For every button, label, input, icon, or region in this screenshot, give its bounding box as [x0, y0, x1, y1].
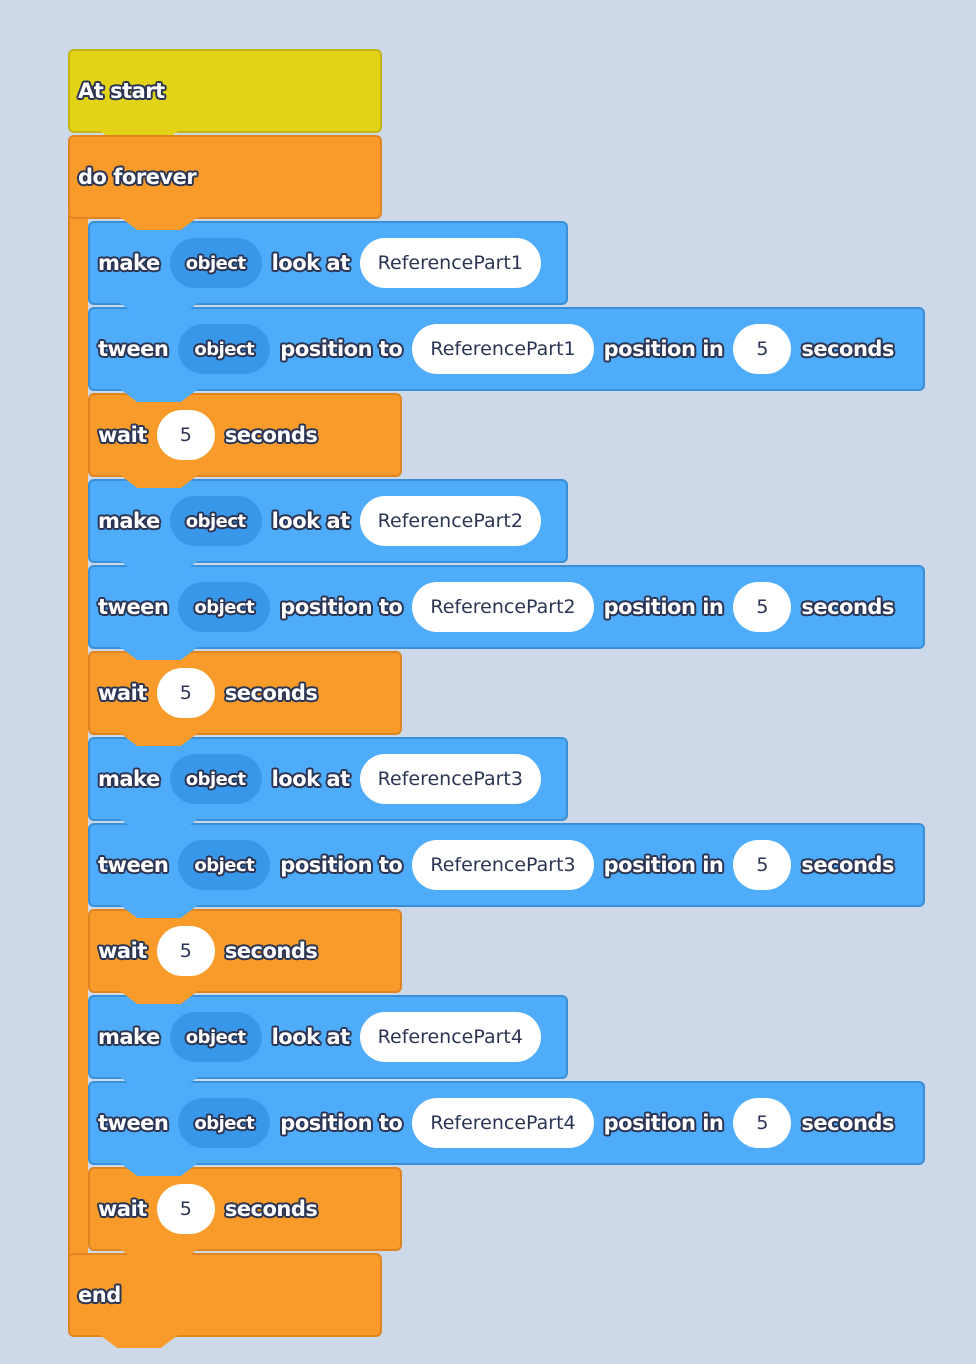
tween-block[interactable]: tween object position to ReferencePart2 posi…	[88, 565, 925, 660]
value-input[interactable]: ReferencePart1	[412, 324, 594, 374]
block-notch	[100, 1335, 178, 1348]
block-label: wait	[98, 681, 147, 705]
block-label: position to	[280, 595, 403, 619]
value-input[interactable]: 5	[156, 668, 215, 718]
value-input[interactable]: 5	[733, 1098, 792, 1148]
at-start-block[interactable]: At start	[68, 49, 382, 144]
make-block[interactable]: make object look at ReferencePart1	[88, 221, 568, 316]
block-notch	[120, 217, 198, 230]
block-notch	[120, 389, 198, 402]
tween-block[interactable]: tween object position to ReferencePart1 posi…	[88, 307, 925, 402]
block-label: seconds	[801, 853, 894, 877]
make-block[interactable]: make object look at ReferencePart3	[88, 737, 568, 832]
value-input[interactable]: ReferencePart4	[412, 1098, 594, 1148]
tween-block[interactable]: tween object position to ReferencePart4 posi…	[88, 1081, 925, 1176]
block-notch	[120, 819, 198, 832]
block-notch	[120, 733, 198, 746]
value-input[interactable]: ReferencePart2	[412, 582, 594, 632]
wait-block[interactable]: wait 5 seconds	[88, 1167, 402, 1262]
wait-block[interactable]: wait 5 seconds	[88, 909, 402, 1004]
block-label: make	[98, 767, 160, 791]
block-label: wait	[98, 423, 147, 447]
block-label: seconds	[224, 939, 318, 963]
at-start-label: At start	[78, 79, 165, 103]
variable-pill[interactable]: object	[178, 1098, 271, 1148]
value-input[interactable]: 5	[733, 840, 792, 890]
block-notch	[120, 1163, 198, 1176]
variable-pill[interactable]: object	[169, 754, 262, 804]
make-block[interactable]: make object look at ReferencePart2	[88, 479, 568, 574]
block-label: wait	[98, 939, 147, 963]
block-label: look at	[271, 1025, 351, 1049]
variable-pill[interactable]: object	[169, 1012, 262, 1062]
block-label: seconds	[224, 681, 318, 705]
end-label: end	[78, 1283, 121, 1307]
block-label: tween	[98, 853, 169, 877]
block-label: make	[98, 251, 160, 275]
block-label: tween	[98, 337, 169, 361]
value-input[interactable]: ReferencePart1	[359, 238, 541, 288]
block-label: position in	[603, 853, 724, 877]
block-label: seconds	[801, 1111, 894, 1135]
block-label: position to	[280, 337, 403, 361]
value-input[interactable]: 5	[156, 410, 215, 460]
value-input[interactable]: 5	[733, 324, 792, 374]
variable-pill[interactable]: object	[169, 496, 262, 546]
variable-name: object	[194, 1112, 255, 1134]
block-label: position in	[603, 337, 724, 361]
block-notch	[120, 991, 198, 1004]
do-forever-label: do forever	[78, 165, 197, 189]
block-label: position to	[280, 1111, 403, 1135]
value-input[interactable]: 5	[156, 926, 215, 976]
block-notch	[120, 905, 198, 918]
block-label: position to	[280, 853, 403, 877]
block-notch	[120, 303, 198, 316]
block-label: seconds	[224, 1197, 318, 1221]
block-label: wait	[98, 1197, 147, 1221]
make-block[interactable]: make object look at ReferencePart4	[88, 995, 568, 1090]
value-input[interactable]: ReferencePart3	[359, 754, 541, 804]
wait-block[interactable]: wait 5 seconds	[88, 393, 402, 488]
value-input[interactable]: ReferencePart4	[359, 1012, 541, 1062]
loop-body-bar	[68, 215, 88, 1260]
block-notch	[120, 475, 198, 488]
block-label: tween	[98, 595, 169, 619]
block-label: seconds	[224, 423, 318, 447]
block-notch	[120, 561, 198, 574]
variable-name: object	[194, 596, 255, 618]
variable-name: object	[185, 768, 246, 790]
block-notch	[120, 1077, 198, 1090]
block-label: position in	[603, 595, 724, 619]
value-input[interactable]: ReferencePart2	[359, 496, 541, 546]
wait-block[interactable]: wait 5 seconds	[88, 651, 402, 746]
block-label: look at	[271, 767, 351, 791]
block-label: seconds	[801, 595, 894, 619]
variable-name: object	[185, 252, 246, 274]
value-input[interactable]: ReferencePart3	[412, 840, 594, 890]
do-forever-block[interactable]: do forever	[68, 135, 382, 230]
variable-name: object	[185, 1026, 246, 1048]
tween-block[interactable]: tween object position to ReferencePart3 posi…	[88, 823, 925, 918]
block-label: make	[98, 509, 160, 533]
block-label: look at	[271, 509, 351, 533]
variable-pill[interactable]: object	[178, 840, 271, 890]
block-label: make	[98, 1025, 160, 1049]
variable-pill[interactable]: object	[178, 582, 271, 632]
block-notch	[120, 647, 198, 660]
variable-pill[interactable]: object	[169, 238, 262, 288]
block-label: position in	[603, 1111, 724, 1135]
variable-name: object	[185, 510, 246, 532]
variable-name: object	[194, 338, 255, 360]
variable-name: object	[194, 854, 255, 876]
block-label: tween	[98, 1111, 169, 1135]
block-label: seconds	[801, 337, 894, 361]
end-block[interactable]: end	[68, 1253, 382, 1348]
block-label: look at	[271, 251, 351, 275]
value-input[interactable]: 5	[733, 582, 792, 632]
variable-pill[interactable]: object	[178, 324, 271, 374]
value-input[interactable]: 5	[156, 1184, 215, 1234]
block-notch	[120, 1249, 198, 1262]
